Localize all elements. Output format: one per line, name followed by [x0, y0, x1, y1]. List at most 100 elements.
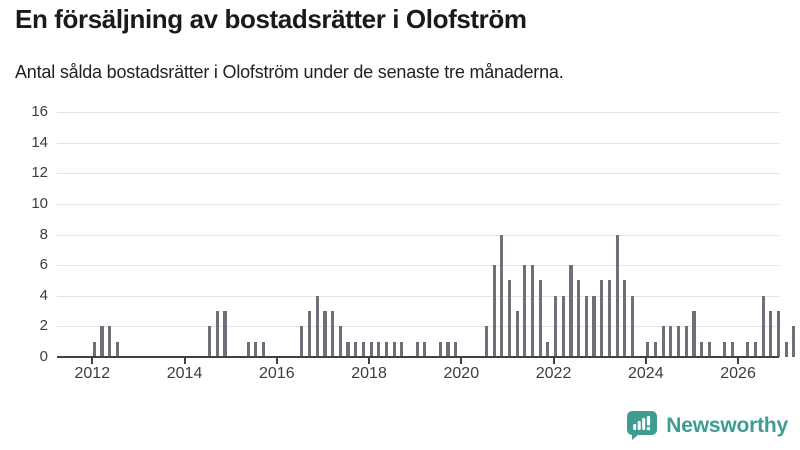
bar	[261, 341, 266, 357]
gridline	[57, 142, 779, 144]
x-axis-line	[57, 356, 779, 358]
x-tick-mark	[737, 357, 740, 364]
y-tick-label: 10	[31, 194, 48, 212]
bar	[584, 295, 588, 357]
x-tick-mark	[460, 357, 463, 364]
bar	[615, 234, 619, 357]
bar	[384, 341, 389, 357]
bar	[400, 341, 404, 357]
bar	[300, 326, 304, 357]
bar	[646, 341, 650, 357]
y-tick-label: 2	[39, 317, 48, 335]
bar	[331, 311, 335, 357]
bar	[215, 311, 219, 357]
bar	[454, 341, 458, 357]
bar	[208, 326, 212, 357]
x-tick-label: 2016	[259, 365, 295, 382]
bar	[354, 341, 358, 357]
bar	[554, 295, 558, 357]
bar	[707, 341, 711, 357]
bar	[415, 341, 419, 357]
bar	[753, 341, 758, 357]
x-tick-mark	[644, 357, 647, 364]
newsworthy-icon	[627, 411, 658, 440]
gridline	[57, 326, 779, 328]
bar	[653, 341, 658, 357]
y-tick-label: 6	[39, 256, 48, 274]
x-tick-label: 2022	[535, 365, 572, 382]
x-tick-mark	[275, 357, 278, 364]
y-tick-label: 4	[39, 286, 48, 304]
bar	[308, 311, 312, 357]
gridline	[57, 112, 779, 113]
x-tick-label: 2012	[74, 365, 111, 382]
bar	[100, 326, 104, 357]
bar	[692, 311, 696, 357]
bar	[523, 265, 527, 357]
bar	[746, 341, 750, 357]
bar	[507, 280, 512, 357]
bar	[223, 311, 227, 357]
y-tick-label: 16	[31, 103, 48, 120]
newsworthy-logo-link[interactable]: Newsworthy	[627, 411, 788, 440]
bar	[438, 341, 442, 357]
plot-area	[57, 112, 796, 358]
bar	[592, 295, 596, 357]
bar	[607, 280, 611, 357]
gridline	[57, 234, 779, 236]
bar	[561, 295, 565, 357]
bar	[338, 326, 342, 357]
x-tick-label: 2014	[166, 365, 203, 382]
bar	[246, 341, 250, 357]
bar	[492, 265, 496, 357]
x-tick-label: 2026	[720, 365, 756, 382]
bar	[776, 311, 781, 357]
bar	[115, 341, 119, 357]
bar	[730, 341, 734, 357]
y-tick-label: 14	[31, 133, 48, 151]
bar	[669, 326, 673, 357]
gridline	[57, 295, 779, 297]
bar	[538, 280, 542, 357]
bar	[684, 326, 688, 357]
bar	[446, 341, 450, 357]
bar	[346, 341, 350, 357]
bar	[784, 341, 788, 357]
bar	[700, 341, 704, 357]
x-tick-mark	[368, 357, 371, 364]
bar	[323, 311, 327, 357]
bar	[500, 234, 504, 357]
bar	[623, 280, 627, 357]
bar	[661, 326, 665, 357]
bar	[569, 265, 573, 357]
y-tick-label: 12	[31, 164, 48, 182]
bar	[377, 341, 381, 357]
x-tick-mark	[183, 357, 186, 364]
bar	[369, 341, 373, 357]
bar	[546, 341, 550, 357]
y-tick-label: 0	[39, 348, 48, 365]
chart-subtitle: Antal sålda bostadsrätter i Olofström un…	[15, 62, 564, 82]
x-tick-label: 2018	[351, 365, 387, 382]
x-tick-mark	[91, 357, 94, 364]
bar	[315, 295, 319, 357]
bar	[769, 311, 773, 357]
bar	[108, 326, 112, 357]
bar	[392, 341, 396, 357]
bar	[600, 280, 604, 357]
bar	[792, 326, 796, 357]
gridline	[57, 173, 779, 175]
gridline	[57, 265, 779, 267]
bar	[92, 341, 96, 357]
bar	[530, 265, 535, 357]
bar	[423, 341, 427, 357]
page-title: En försäljning av bostadsrätter i Olofst…	[15, 4, 527, 34]
bar	[761, 295, 765, 357]
gridline	[57, 203, 779, 205]
bar	[677, 326, 681, 357]
newsworthy-wordmark: Newsworthy	[666, 413, 788, 437]
bar	[254, 341, 258, 357]
bar	[723, 341, 727, 357]
bar	[361, 341, 365, 357]
